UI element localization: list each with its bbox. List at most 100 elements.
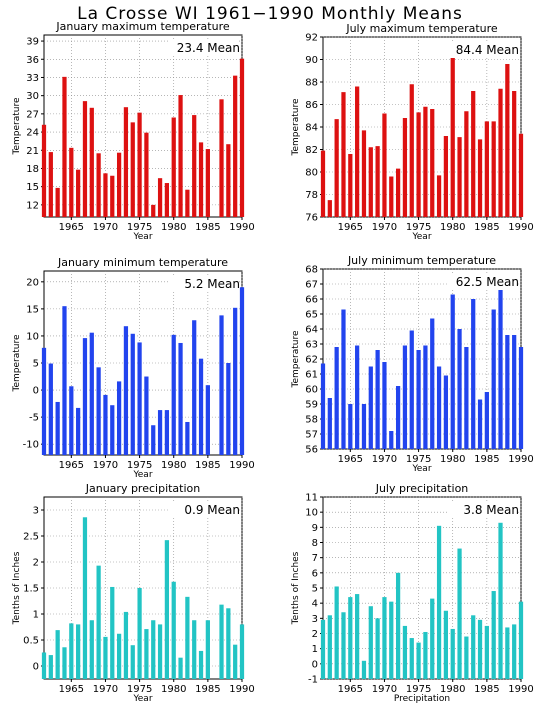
chart4-ytick-label: 64 <box>305 325 318 336</box>
chart3-bar <box>239 287 245 455</box>
chart5-mean-bg <box>170 502 238 518</box>
chart5-bar <box>76 624 81 679</box>
chart2-bar <box>348 154 353 217</box>
chart1-bar <box>103 173 108 217</box>
chart1-bar <box>62 76 67 217</box>
chart1-bar <box>76 169 81 217</box>
chart6-mean-label: 3.8 Mean <box>463 503 519 517</box>
chart5-ytick-label: 0 <box>33 662 39 673</box>
chart2-ytick-label: 86 <box>305 100 318 111</box>
chart6-xtick-label: 1985 <box>474 684 499 695</box>
chart6-ytick-label: 0 <box>312 659 318 670</box>
chart4-ytick-label: 65 <box>305 310 318 321</box>
chart3-bar <box>185 421 190 455</box>
chart4-bar <box>518 347 524 449</box>
chart5-xtick-label: 1965 <box>59 684 84 695</box>
chart3-bar <box>41 347 47 455</box>
chart6-bar <box>341 612 346 679</box>
chart1-bar <box>82 101 88 217</box>
chart4-ytick-label: 68 <box>305 265 318 276</box>
chart1-bar <box>123 107 129 217</box>
chart4-bar <box>498 287 503 449</box>
chart3-bar <box>192 320 197 455</box>
chart2-ytick-label: 92 <box>305 33 318 44</box>
chart1-bar <box>192 115 197 217</box>
chart1-bar <box>157 178 163 217</box>
chart3-ytick-label: -10 <box>23 440 39 451</box>
chart2-bar <box>341 92 346 217</box>
chart3-xtick-label: 1985 <box>195 460 220 471</box>
chart3-bar <box>178 342 183 455</box>
chart2-xtick-label: 1970 <box>372 222 397 233</box>
chart6-bar <box>505 627 510 679</box>
chart4-bar <box>409 330 414 449</box>
chart2-xtick-label: 1985 <box>474 222 499 233</box>
chart4-bar <box>355 345 360 449</box>
chart6-bar <box>471 615 476 679</box>
chart1-bar <box>233 75 238 217</box>
chart2-bar <box>512 91 517 217</box>
chart2-bar <box>368 147 373 217</box>
chart4-ytick-label: 59 <box>305 400 318 411</box>
chart2-bar <box>505 64 510 217</box>
chart6-bar <box>355 594 360 679</box>
chart5-xtick-label: 1970 <box>93 684 118 695</box>
chart3-bar <box>110 405 115 455</box>
chart5-bar <box>69 623 74 679</box>
chart1-bar <box>137 112 142 217</box>
chart2-bar <box>464 111 469 217</box>
chart6-bar <box>368 606 373 679</box>
chart2-ytick-label: 80 <box>305 168 318 179</box>
chart5-bar <box>62 647 67 679</box>
chart6-ylabel: Tenths of Inches <box>291 551 301 625</box>
chart3-bar <box>69 386 74 455</box>
chart4-xtick-label: 1970 <box>372 454 397 465</box>
chart2-xlabel: Year <box>411 232 431 242</box>
chart4-bar <box>457 329 462 449</box>
chart6-ytick-label: -1 <box>308 675 318 686</box>
chart1-ytick-label: 30 <box>26 91 39 102</box>
chart2-bar <box>498 88 503 217</box>
chart2-bar <box>395 168 401 217</box>
chart1-bar <box>116 152 122 217</box>
chart2-xtick-label: 1990 <box>508 222 533 233</box>
chart3-xlabel: Year <box>132 470 152 480</box>
chart3-bar <box>89 332 94 455</box>
chart3-bar <box>103 394 108 455</box>
chart5-ylabel: Tenths of Inches <box>12 551 22 625</box>
chart6-bar <box>491 591 496 679</box>
chart4-ytick-label: 56 <box>305 445 318 456</box>
chart3-bar <box>205 385 210 455</box>
chart2-bar <box>450 57 455 217</box>
chart2-bar <box>491 121 496 217</box>
chart2-bar <box>334 119 339 217</box>
chart2-bar <box>436 175 442 217</box>
chart6-xtick-label: 1990 <box>508 684 533 695</box>
chart1-ytick-label: 36 <box>26 55 39 66</box>
chart2-ytick-label: 90 <box>305 55 318 66</box>
chart4-mean-label: 62.5 Mean <box>456 275 519 289</box>
chart4-bar <box>430 318 435 449</box>
chart2-bar <box>402 118 408 217</box>
chart1-frame <box>43 34 243 218</box>
chart4-ytick-label: 60 <box>305 385 318 396</box>
chart2-bar <box>327 200 332 217</box>
chart4-bar <box>320 363 326 449</box>
chart6-ytick-label: 1 <box>312 644 318 655</box>
chart5-bar <box>178 657 183 679</box>
chart5-bar <box>219 604 224 679</box>
chart1-ylabel: Temperature <box>12 97 22 155</box>
chart2-bar <box>430 109 435 217</box>
chart6-ytick-label: 3 <box>312 614 318 625</box>
chart4-bar <box>477 399 483 449</box>
chart4-bar <box>375 350 380 449</box>
chart3-xtick-label: 1980 <box>161 460 186 471</box>
chart4-bar <box>327 398 332 449</box>
chart5-bar <box>123 611 129 679</box>
chart1-bar <box>219 99 224 217</box>
chart3-bar <box>76 407 81 455</box>
chart1-title: January maximum temperature <box>55 20 229 33</box>
chart6-ytick-label: 6 <box>312 568 318 579</box>
chart6-ytick-label: 7 <box>312 553 318 564</box>
chart2-bar <box>361 130 367 217</box>
